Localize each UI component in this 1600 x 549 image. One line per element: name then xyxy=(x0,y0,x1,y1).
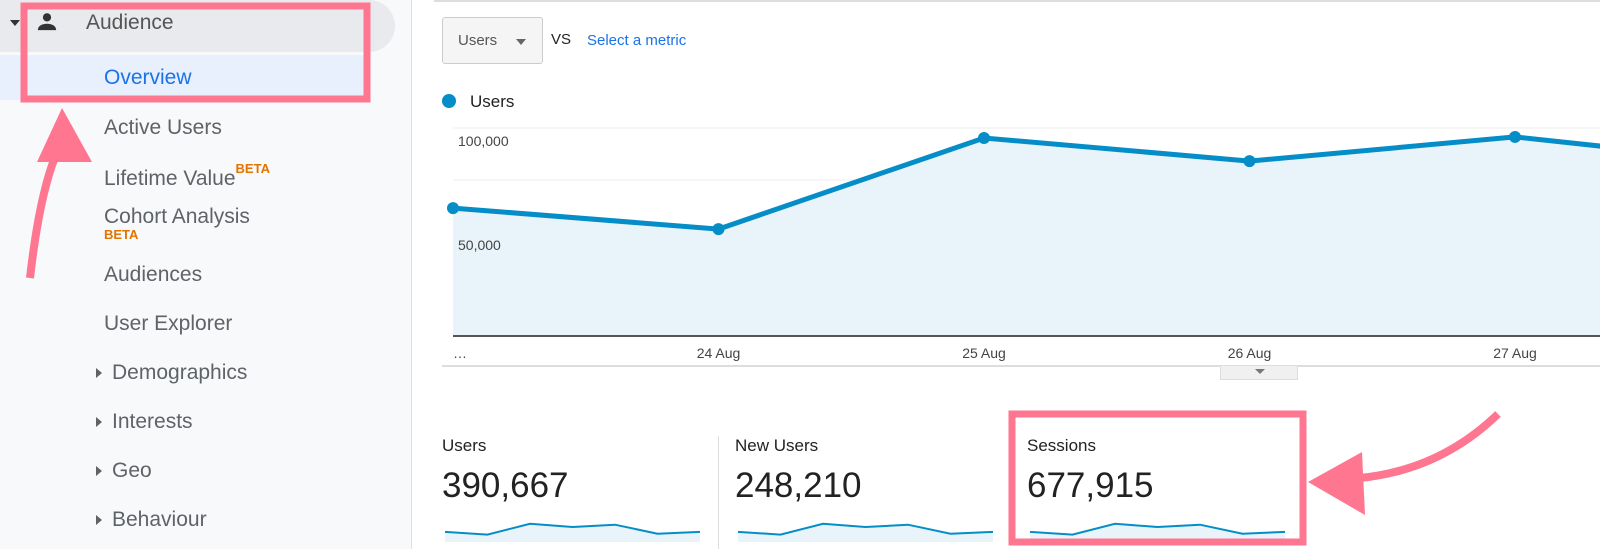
sidebar-item-audiences[interactable]: Audiences xyxy=(104,263,203,286)
sidebar-item-label: Overview xyxy=(104,66,192,89)
data-point xyxy=(978,131,990,144)
sidebar-item-label: Cohort Analysis xyxy=(104,205,250,228)
beta-badge: BETA xyxy=(235,161,270,176)
select-metric-link[interactable]: Select a metric xyxy=(587,32,687,49)
sidebar-item-overview[interactable]: Overview xyxy=(0,55,370,100)
divider xyxy=(718,436,719,549)
divider xyxy=(434,0,1600,2)
chevron-down-icon xyxy=(1255,369,1265,374)
sidebar: Audience Overview Active Users Lifetime … xyxy=(0,0,412,549)
sidebar-group-geo[interactable]: Geo xyxy=(96,459,152,483)
main-panel: Users VS Select a metric Users 100,000 50… xyxy=(412,0,1600,549)
sidebar-item-lifetime-value[interactable]: Lifetime ValueBETA xyxy=(104,161,270,191)
vs-label: VS xyxy=(551,31,572,48)
sidebar-group-demographics[interactable]: Demographics xyxy=(96,361,247,385)
caret-right-icon xyxy=(96,417,102,428)
sidebar-group-label: Demographics xyxy=(112,361,248,384)
caret-right-icon xyxy=(96,466,102,477)
sparkline-fill xyxy=(445,523,700,542)
data-point xyxy=(1243,155,1256,168)
beta-badge: BETA xyxy=(104,227,139,242)
sidebar-item-active-users[interactable]: Active Users xyxy=(104,116,222,139)
area-fill xyxy=(453,136,1600,336)
kpi-value: 677,915 xyxy=(1027,466,1154,505)
sidebar-item-label: Lifetime Value xyxy=(104,167,236,190)
kpi-label: Sessions xyxy=(1027,436,1096,455)
sidebar-group-behaviour[interactable]: Behaviour xyxy=(96,508,207,532)
metric-select[interactable]: Users xyxy=(442,17,543,64)
kpi-users[interactable]: Users 390,667 xyxy=(442,436,712,542)
sidebar-group-interests[interactable]: Interests xyxy=(96,410,193,434)
users-chart: 100,000 50,000 … 24 Aug 25 Aug 26 Aug 27 Aug xyxy=(442,127,1600,367)
sparkline-fill xyxy=(738,523,993,542)
sparkline xyxy=(737,522,994,542)
kpi-new-users[interactable]: New Users 248,210 xyxy=(735,436,1005,542)
kpi-value: 248,210 xyxy=(735,466,862,505)
sidebar-item-user-explorer[interactable]: User Explorer xyxy=(104,312,233,335)
x-tick-label: 24 Aug xyxy=(697,345,741,361)
legend-dot xyxy=(442,94,456,108)
y-tick-label: 50,000 xyxy=(458,237,501,253)
sparkline-line xyxy=(444,522,701,536)
sparkline xyxy=(1029,522,1286,542)
sidebar-group-label: Geo xyxy=(112,459,152,482)
caret-right-icon xyxy=(96,368,102,379)
kpi-sessions[interactable]: Sessions 677,915 xyxy=(1027,436,1297,542)
sidebar-item-audience[interactable]: Audience xyxy=(0,0,395,52)
data-point xyxy=(1509,130,1521,143)
sidebar-group-label: Behaviour xyxy=(112,508,207,531)
x-tick-label: 25 Aug xyxy=(962,345,1006,361)
legend-label: Users xyxy=(470,92,515,111)
x-tick-label: … xyxy=(453,345,467,361)
person-icon xyxy=(37,13,57,31)
x-tick-label: 26 Aug xyxy=(1228,345,1272,361)
kpi-value: 390,667 xyxy=(442,466,569,505)
kpi-label: Users xyxy=(442,436,487,455)
sidebar-item-cohort-analysis[interactable]: Cohort Analysis BETA xyxy=(104,205,250,242)
y-tick-label: 100,000 xyxy=(458,133,509,149)
sparkline-line xyxy=(737,522,994,536)
data-point xyxy=(712,223,725,236)
kpi-label: New Users xyxy=(735,436,819,455)
sidebar-group-label: Interests xyxy=(112,410,193,433)
caret-down-icon xyxy=(10,20,20,26)
metric-select-value: Users xyxy=(458,32,498,49)
data-point xyxy=(447,202,459,215)
caret-right-icon xyxy=(96,515,102,526)
series-line xyxy=(452,134,1600,232)
sparkline xyxy=(444,522,701,542)
sidebar-item-label: Audience xyxy=(86,11,174,34)
expand-chart-button[interactable] xyxy=(1220,366,1298,380)
x-tick-label: 27 Aug xyxy=(1493,345,1537,361)
dropdown-arrow-icon xyxy=(516,39,526,45)
